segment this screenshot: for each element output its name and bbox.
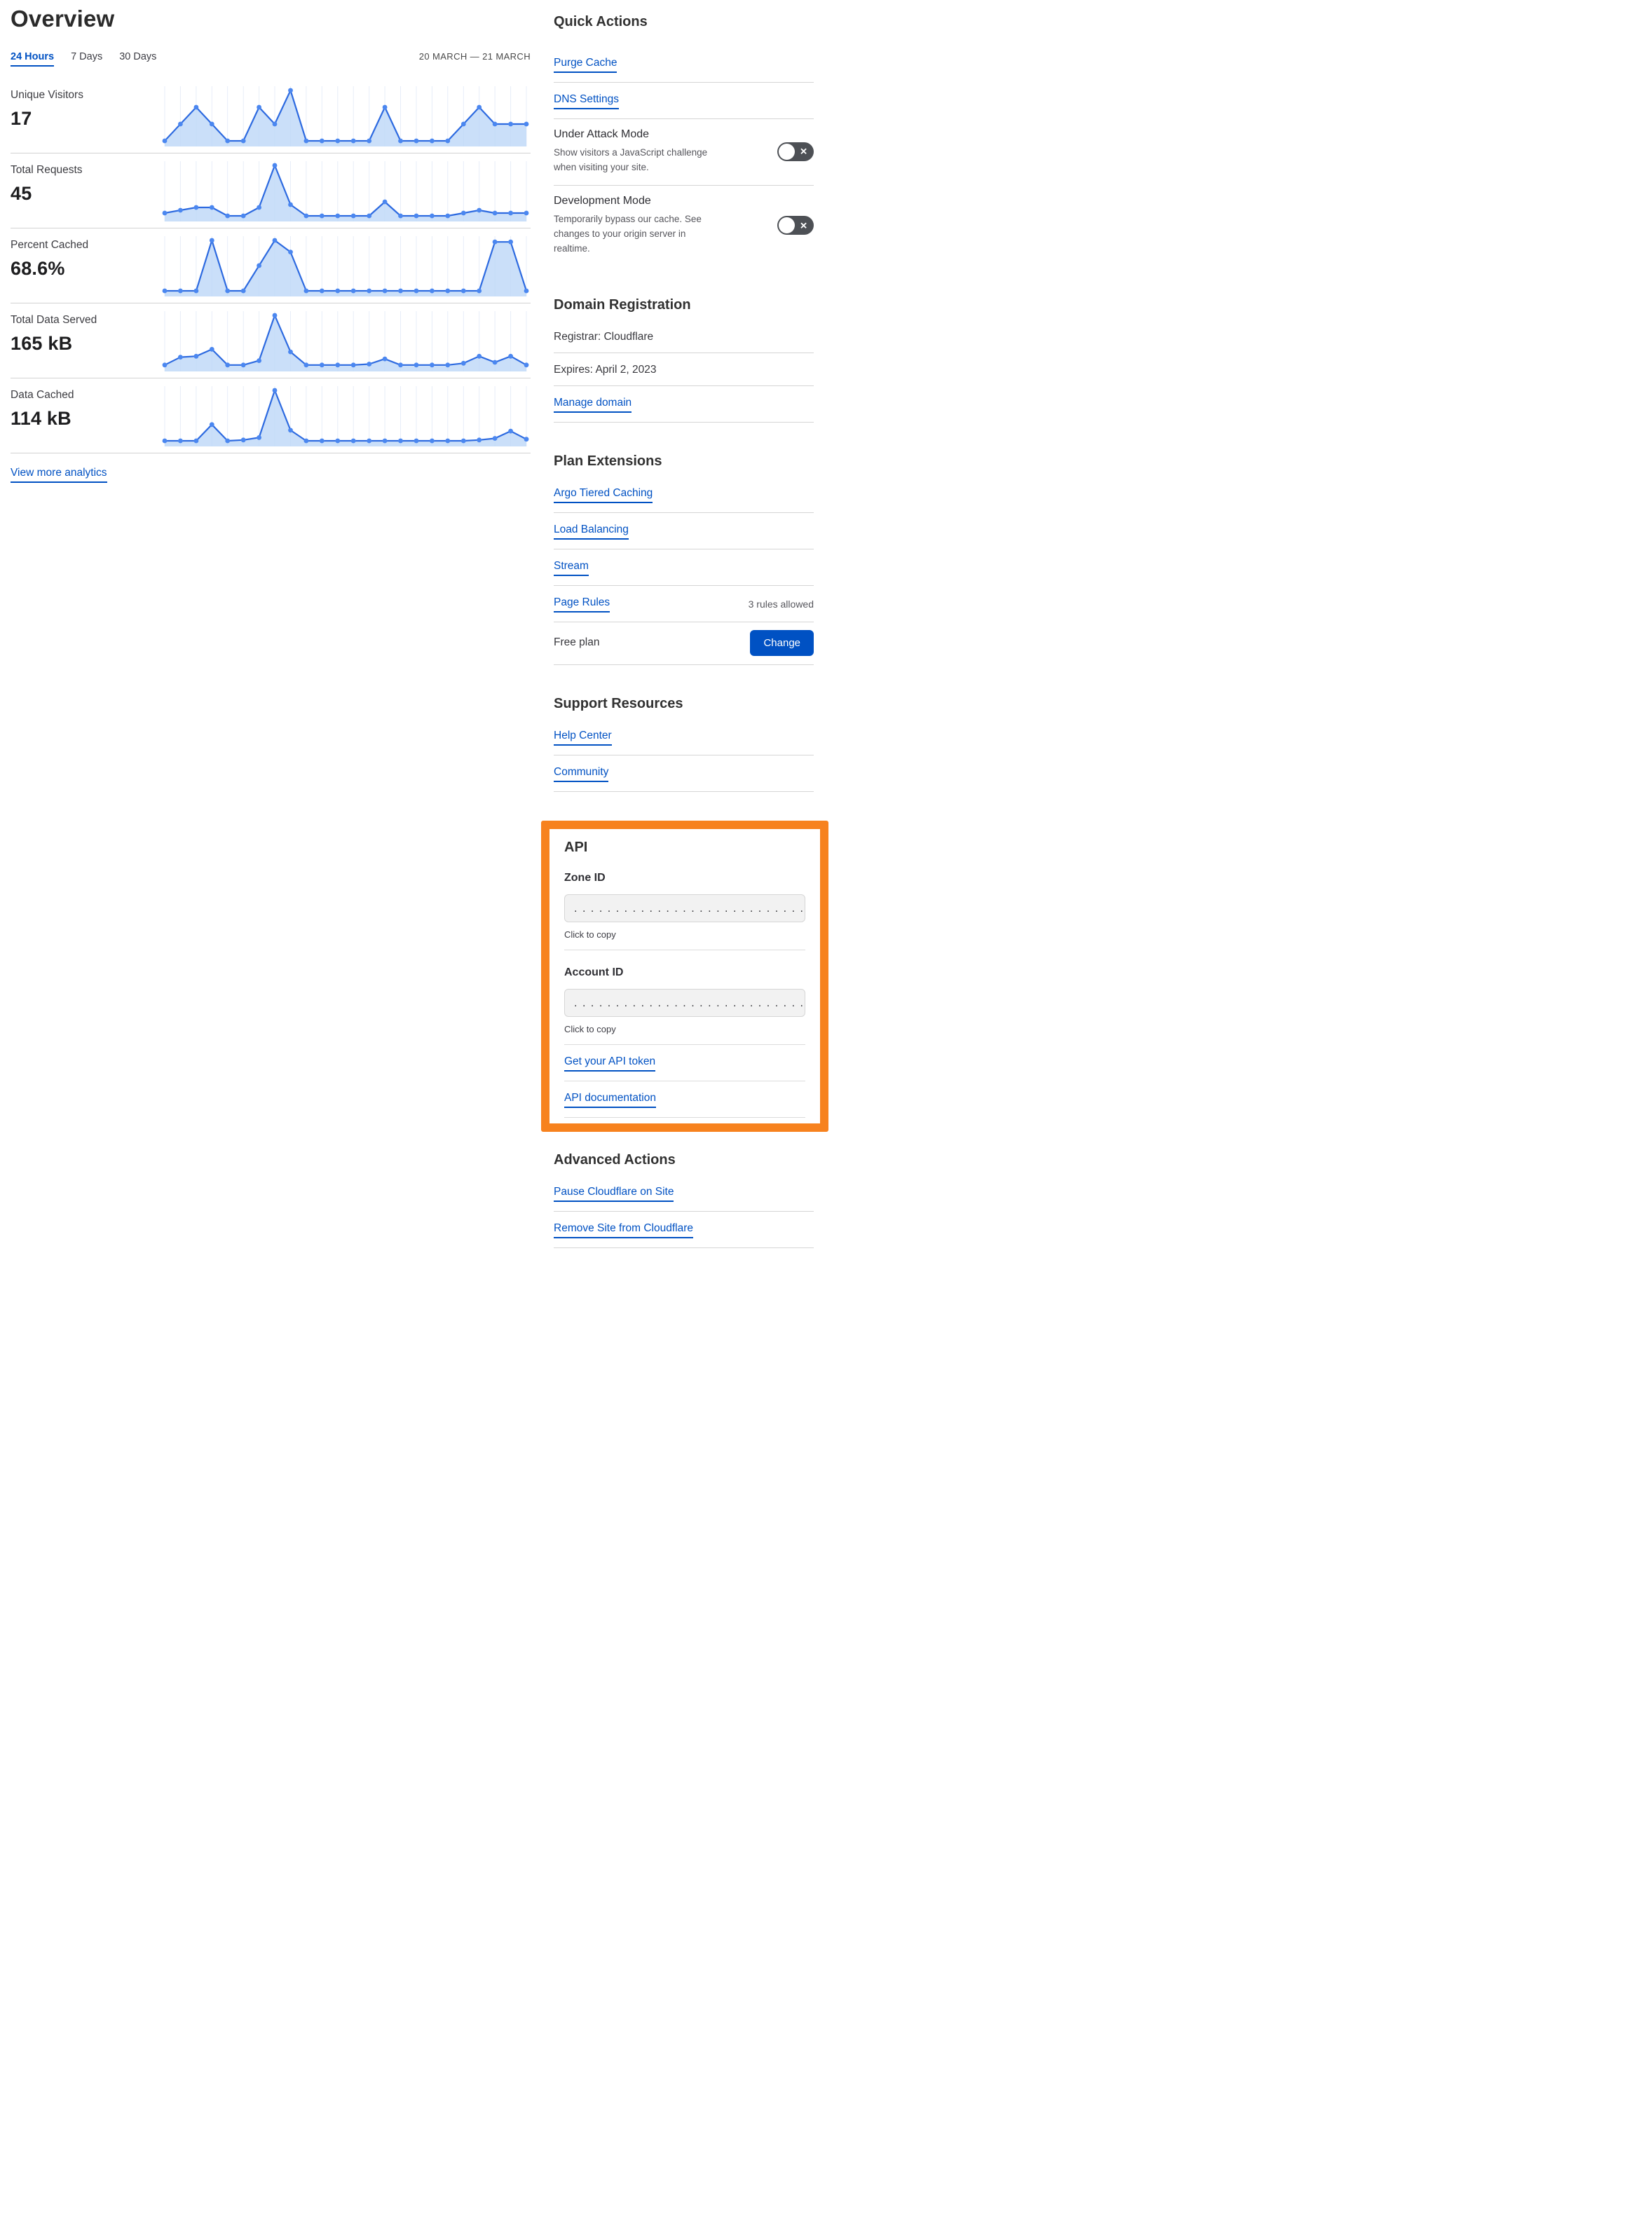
account-id-field[interactable]: ............................ (564, 988, 805, 1017)
purge-cache-row: Purge Cache (554, 46, 814, 83)
registrar-row: Registrar: Cloudflare (554, 320, 814, 353)
api-documentation-link[interactable]: API documentation (564, 1092, 656, 1108)
sidebar: Quick Actions Purge Cache DNS Settings U… (541, 0, 828, 1248)
development-mode-label: Development Mode (554, 194, 651, 207)
sparkline-percent-cached (162, 236, 529, 296)
stream-link[interactable]: Stream (554, 560, 589, 576)
sparkline-data-cached (162, 386, 529, 446)
analytics-panel: Overview 24 Hours 7 Days 30 Days 20 MARC… (11, 0, 531, 1248)
under-attack-mode-description: Show visitors a JavaScript challenge whe… (554, 147, 708, 172)
metric-row-data-cached: Data Cached 114 kB (11, 378, 531, 453)
metric-value: 165 kB (11, 333, 73, 354)
load-balancing-link[interactable]: Load Balancing (554, 524, 629, 540)
metric-label: Unique Visitors (11, 89, 83, 101)
community-link[interactable]: Community (554, 766, 609, 782)
change-plan-button[interactable]: Change (750, 629, 814, 656)
toggle-off-x-icon: ✕ (800, 146, 807, 157)
domain-registration-title: Domain Registration (554, 296, 691, 313)
page-rules-allowance: 3 rules allowed (748, 598, 814, 610)
current-plan-label: Free plan (554, 636, 600, 649)
date-range-label: 20 MARCH — 21 MARCH (418, 51, 531, 62)
metric-label: Total Requests (11, 164, 83, 176)
support-resources-title: Support Resources (554, 695, 683, 711)
under-attack-mode-toggle[interactable]: ✕ (777, 142, 814, 161)
api-title: API (564, 839, 588, 855)
page-rules-link[interactable]: Page Rules (554, 596, 610, 613)
page-title: Overview (11, 6, 115, 32)
plan-extensions-title: Plan Extensions (554, 453, 662, 469)
get-api-token-row: Get your API token (564, 1045, 805, 1081)
metric-value: 68.6% (11, 258, 65, 279)
argo-tiered-caching-row: Argo Tiered Caching (554, 477, 814, 513)
quick-actions-title: Quick Actions (554, 14, 648, 29)
account-id-label: Account ID (564, 966, 624, 978)
page-rules-row: Page Rules 3 rules allowed (554, 586, 814, 622)
metric-label: Percent Cached (11, 239, 89, 251)
dns-settings-row: DNS Settings (554, 83, 814, 119)
metric-label: Data Cached (11, 389, 74, 401)
zone-id-label: Zone ID (564, 871, 606, 884)
purge-cache-link[interactable]: Purge Cache (554, 57, 617, 73)
load-balancing-row: Load Balancing (554, 513, 814, 549)
development-mode-row: Development Mode Temporarily bypass our … (554, 186, 814, 266)
help-center-link[interactable]: Help Center (554, 730, 612, 746)
metric-row-total-requests: Total Requests 45 (11, 153, 531, 228)
help-center-row: Help Center (554, 719, 814, 755)
toggle-off-x-icon: ✕ (800, 220, 807, 231)
advanced-actions-title: Advanced Actions (554, 1151, 676, 1168)
toggle-knob (779, 217, 795, 234)
plan-row: Free plan Change (554, 622, 814, 665)
under-attack-mode-row: Under Attack Mode Show visitors a JavaSc… (554, 119, 814, 186)
stream-row: Stream (554, 549, 814, 586)
metric-value: 45 (11, 183, 32, 204)
account-id-copy-hint: Click to copy (564, 1024, 805, 1045)
view-more-analytics-link[interactable]: View more analytics (11, 467, 107, 483)
pause-cloudflare-link[interactable]: Pause Cloudflare on Site (554, 1186, 674, 1202)
registrar-value: Registrar: Cloudflare (554, 330, 654, 343)
manage-domain-link[interactable]: Manage domain (554, 397, 632, 413)
sparkline-unique-visitors (162, 86, 529, 146)
api-documentation-row: API documentation (564, 1081, 805, 1118)
metric-row-percent-cached: Percent Cached 68.6% (11, 228, 531, 303)
tab-7-days[interactable]: 7 Days (71, 51, 103, 62)
time-range-row: 24 Hours 7 Days 30 Days 20 MARCH — 21 MA… (11, 51, 531, 67)
remove-site-link[interactable]: Remove Site from Cloudflare (554, 1222, 693, 1238)
sparkline-total-requests (162, 161, 529, 221)
expires-row: Expires: April 2, 2023 (554, 353, 814, 386)
expires-value: Expires: April 2, 2023 (554, 363, 657, 376)
metric-label: Total Data Served (11, 314, 97, 326)
community-row: Community (554, 755, 814, 792)
metric-row-unique-visitors: Unique Visitors 17 (11, 78, 531, 153)
metric-row-total-data-served: Total Data Served 165 kB (11, 303, 531, 378)
zone-id-copy-hint: Click to copy (564, 929, 805, 950)
toggle-knob (779, 143, 795, 160)
metric-value: 114 kB (11, 408, 71, 429)
metrics-block: Unique Visitors 17 Total Requests 45 Per… (11, 78, 531, 453)
development-mode-toggle[interactable]: ✕ (777, 216, 814, 235)
api-section-highlight: API Zone ID ............................… (541, 820, 828, 1132)
manage-domain-row: Manage domain (554, 386, 814, 423)
development-mode-description: Temporarily bypass our cache. See change… (554, 213, 702, 254)
remove-site-row: Remove Site from Cloudflare (554, 1212, 814, 1248)
dns-settings-link[interactable]: DNS Settings (554, 93, 620, 109)
time-range-tabs: 24 Hours 7 Days 30 Days (11, 51, 156, 67)
pause-cloudflare-row: Pause Cloudflare on Site (554, 1175, 814, 1212)
get-api-token-link[interactable]: Get your API token (564, 1055, 656, 1072)
zone-id-field[interactable]: ............................ (564, 894, 805, 922)
tab-30-days[interactable]: 30 Days (119, 51, 157, 62)
metric-value: 17 (11, 108, 32, 129)
under-attack-mode-label: Under Attack Mode (554, 128, 650, 140)
tab-24-hours[interactable]: 24 Hours (11, 51, 55, 67)
sparkline-total-data-served (162, 311, 529, 371)
overview-page: Overview 24 Hours 7 Days 30 Days 20 MARC… (0, 0, 828, 1269)
argo-tiered-caching-link[interactable]: Argo Tiered Caching (554, 487, 653, 503)
